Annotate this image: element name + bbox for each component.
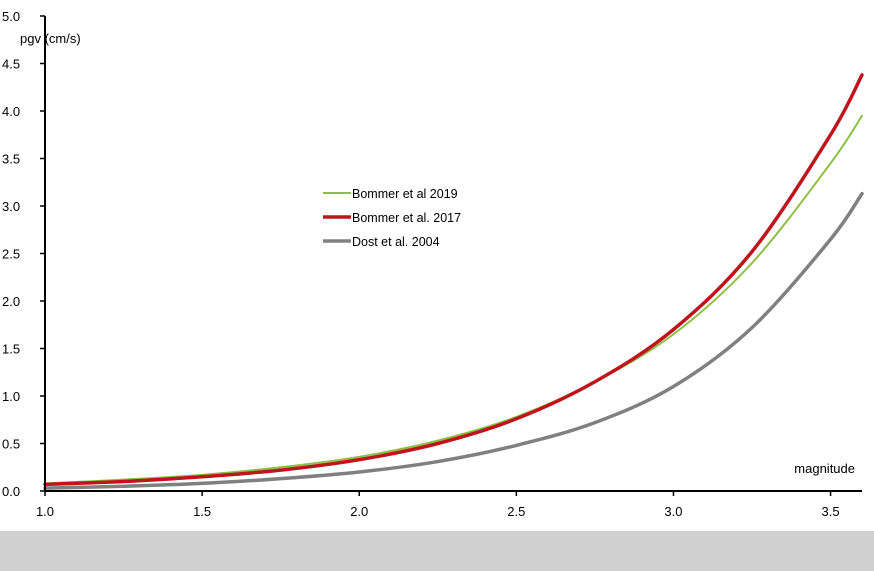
legend-label: Dost et al. 2004 [352, 235, 440, 249]
series-line-1 [43, 73, 864, 487]
line-chart: 0.0 0.5 1.0 1.5 2.0 2.5 3.0 3.5 4.0 4.5 5.0 1.0 1.5 2… [2, 9, 864, 519]
x-tick-label: 1.0 [36, 504, 54, 519]
y-tick-label: 4.5 [2, 57, 20, 72]
x-axis-title: magnitude [794, 461, 855, 476]
x-tick-label: 2.5 [507, 504, 525, 519]
x-tick-label: 3.0 [664, 504, 682, 519]
x-tick-label: 2.0 [350, 504, 368, 519]
series-line-2 [43, 191, 864, 490]
legend: Bommer et al 2019 Bommer et al. 2017 Dost … [323, 187, 461, 249]
y-tick-label: 2.0 [2, 294, 20, 309]
ticks-layer: 0.0 0.5 1.0 1.5 2.0 2.5 3.0 3.5 4.0 4.5 5.0 1.0 1.5 2… [2, 9, 840, 519]
y-tick-label: 3.0 [2, 199, 20, 214]
axes-layer [44, 16, 862, 492]
footer-band [0, 531, 874, 571]
series-line-0 [44, 114, 863, 485]
y-tick-label: 0.5 [2, 437, 20, 452]
legend-label: Bommer et al. 2017 [352, 211, 461, 225]
x-tick-label: 1.5 [193, 504, 211, 519]
y-tick-label: 1.5 [2, 342, 20, 357]
y-tick-label: 4.0 [2, 104, 20, 119]
y-tick-label: 0.0 [2, 484, 20, 499]
y-tick-label: 5.0 [2, 9, 20, 24]
y-tick-label: 2.5 [2, 247, 20, 262]
legend-label: Bommer et al 2019 [352, 187, 458, 201]
y-axis-title: pgv (cm/s) [20, 31, 81, 46]
series-layer [43, 73, 864, 490]
x-tick-label: 3.5 [822, 504, 840, 519]
y-tick-label: 3.5 [2, 152, 20, 167]
y-tick-label: 1.0 [2, 389, 20, 404]
